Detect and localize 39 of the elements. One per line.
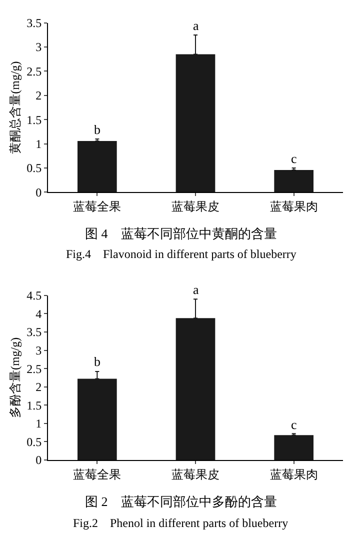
y-tick-label: 0.5 [26, 434, 42, 449]
text: 图 4 蓝莓不同部位中黄酮的含量 [85, 226, 277, 241]
y-tick-label: 1 [36, 416, 42, 431]
y-tick-label: 1.5 [26, 112, 42, 127]
bar [274, 170, 314, 192]
x-tick-label: 蓝莓果皮 [172, 467, 220, 482]
y-axis-title: 多酚含量(mg/g) [8, 337, 22, 418]
y-tick-label: 4.5 [26, 288, 42, 303]
annotation: a [193, 282, 199, 297]
y-tick-label: 2 [36, 380, 42, 394]
annotation: b [94, 354, 100, 369]
x-tick-label: 蓝莓果肉 [270, 200, 318, 214]
annotation: c [291, 417, 297, 432]
text: Fig.2 Phenol in different parts of blueberry [73, 516, 288, 530]
x-tick-label: 蓝莓果皮 [172, 200, 220, 214]
bar [78, 140, 117, 192]
x-tick-label: 蓝莓全果 [73, 467, 122, 482]
y-tick-label: 3 [36, 343, 42, 358]
x-tick-label: 蓝莓果肉 [270, 467, 318, 482]
y-tick-label: 2.5 [26, 64, 42, 78]
y-axis-title: 黄酮总含量(mg/g) [8, 61, 22, 154]
y-tick-label: 1.5 [26, 398, 42, 412]
text: Fig.4 Flavonoid in different parts of blueberry [66, 247, 296, 261]
y-tick-label: 3.5 [26, 325, 42, 340]
y-tick-label: 4 [36, 306, 42, 321]
y-tick-label: 3 [36, 40, 42, 54]
annotation: c [291, 151, 297, 166]
y-tick-label: 2.5 [26, 362, 42, 376]
text: 图 2 蓝莓不同部位中多酚的含量 [85, 494, 277, 509]
y-tick-label: 0.5 [26, 161, 42, 176]
y-tick-label: 1 [36, 137, 42, 152]
bar [274, 435, 314, 460]
y-tick-label: 0 [36, 185, 42, 200]
annotation: b [94, 122, 100, 137]
x-tick-label: 蓝莓全果 [73, 200, 122, 214]
y-tick-label: 3.5 [26, 16, 42, 30]
y-tick-label: 2 [36, 88, 42, 103]
annotation: a [193, 18, 199, 33]
y-tick-label: 0 [36, 453, 42, 468]
